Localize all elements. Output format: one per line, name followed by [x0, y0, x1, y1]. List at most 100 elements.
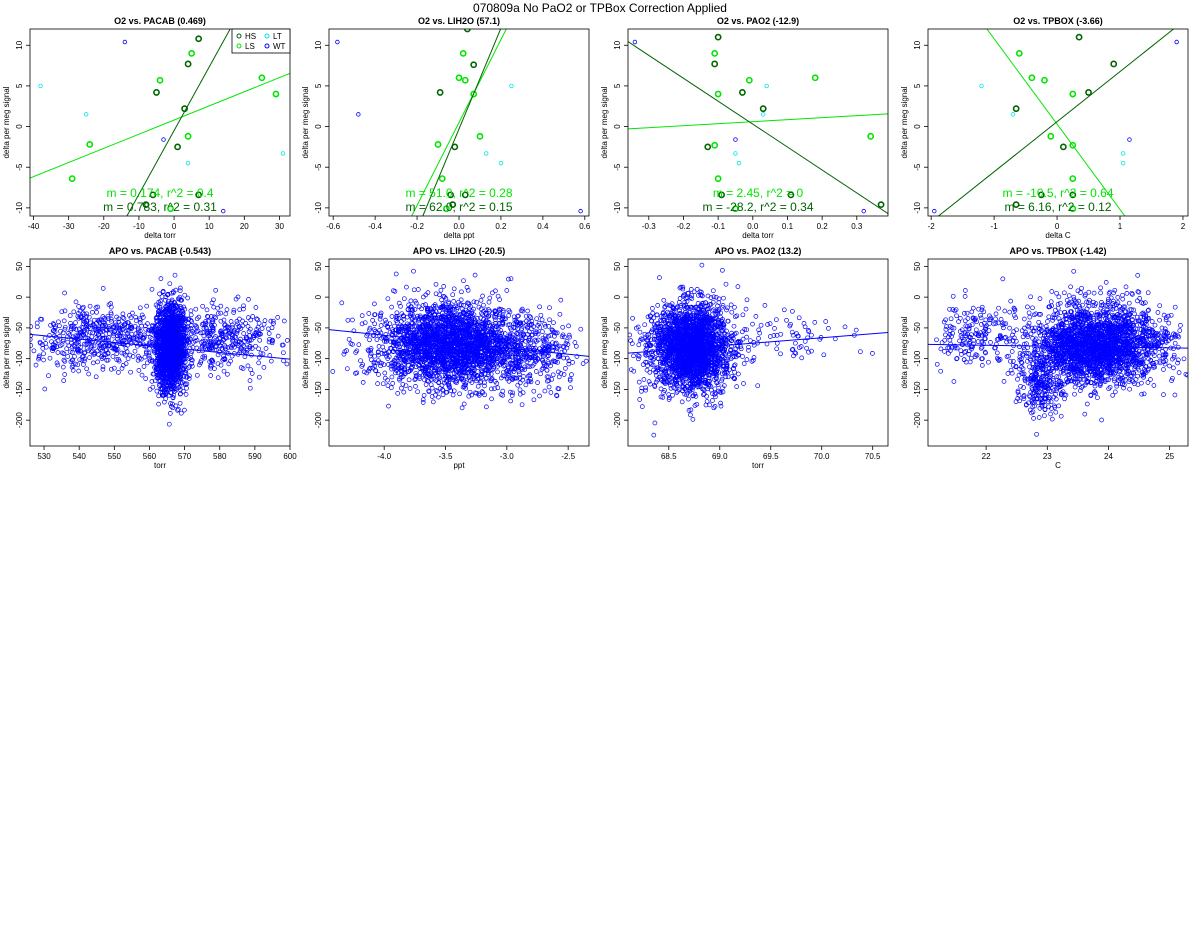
data-point — [181, 304, 187, 310]
data-point — [442, 334, 448, 340]
data-point — [526, 336, 532, 342]
data-point — [426, 388, 432, 394]
data-point — [211, 341, 217, 347]
data-point — [436, 89, 444, 96]
data-point — [408, 311, 414, 317]
data-point — [403, 383, 409, 389]
data-point — [157, 310, 163, 316]
data-point — [427, 306, 433, 311]
data-point — [356, 112, 361, 117]
data-point — [428, 374, 434, 379]
data-point — [80, 310, 86, 316]
data-point — [71, 309, 77, 315]
data-point — [100, 286, 106, 291]
data-point — [189, 361, 195, 366]
data-point — [367, 327, 372, 333]
data-point — [165, 291, 171, 297]
y-tick-label: -150 — [15, 381, 24, 398]
data-point — [149, 286, 155, 292]
data-point — [482, 362, 488, 367]
data-point — [266, 331, 272, 336]
data-point — [392, 347, 398, 352]
data-point — [157, 362, 163, 368]
data-point — [439, 328, 444, 333]
data-point — [62, 326, 68, 332]
y-axis-label: delta per meg signal — [900, 86, 909, 158]
data-point — [211, 314, 217, 320]
y-tick-label: 0 — [613, 124, 622, 129]
data-point — [464, 363, 469, 369]
data-point — [507, 322, 512, 327]
data-point — [566, 323, 571, 329]
data-point — [378, 363, 383, 369]
data-point — [422, 354, 427, 360]
data-point — [483, 376, 489, 381]
data-point — [396, 360, 402, 366]
data-point — [244, 350, 250, 355]
data-point — [185, 320, 191, 326]
data-point — [469, 370, 475, 376]
data-point — [76, 349, 81, 355]
data-point — [42, 335, 48, 341]
data-point — [188, 308, 194, 314]
data-point — [383, 332, 389, 337]
data-point — [431, 303, 436, 309]
data-point — [229, 353, 235, 359]
data-point — [182, 382, 188, 388]
data-point — [70, 357, 76, 363]
data-point — [492, 386, 497, 391]
data-point — [116, 319, 122, 325]
data-point — [378, 310, 384, 316]
data-point — [144, 360, 150, 366]
legend-marker — [264, 43, 270, 49]
data-point — [166, 421, 172, 427]
data-point — [62, 372, 68, 377]
data-point — [149, 191, 157, 199]
data-point — [761, 112, 766, 117]
data-point — [210, 325, 216, 331]
data-point — [438, 287, 444, 293]
data-point — [373, 368, 379, 374]
data-point — [82, 349, 88, 355]
data-point — [429, 385, 435, 391]
data-point — [150, 322, 155, 328]
data-point — [452, 319, 458, 325]
data-point — [461, 191, 469, 199]
data-point — [383, 317, 388, 323]
data-point — [55, 362, 61, 368]
data-point — [180, 380, 185, 385]
data-point — [464, 321, 470, 327]
data-point — [152, 347, 158, 353]
data-point — [413, 370, 419, 376]
data-point — [426, 362, 432, 367]
data-point — [84, 346, 90, 352]
data-point — [167, 281, 173, 287]
data-point — [416, 304, 422, 310]
data-point — [62, 290, 67, 296]
data-point — [164, 292, 170, 298]
x-tick-label: 0.2 — [495, 222, 507, 231]
data-point — [371, 333, 377, 338]
panel-title: O2 vs. LIH2O (57.1) — [418, 16, 500, 26]
data-point — [517, 371, 522, 377]
data-point — [177, 400, 183, 406]
data-point — [56, 319, 61, 325]
data-point — [121, 316, 127, 321]
data-point — [256, 346, 261, 352]
data-point — [375, 350, 381, 355]
data-point — [450, 315, 456, 321]
y-tick-label: -200 — [15, 412, 24, 429]
data-point — [170, 382, 176, 388]
data-point — [69, 340, 74, 346]
data-point — [100, 364, 106, 370]
data-point — [218, 310, 224, 316]
data-point — [75, 362, 81, 368]
data-point — [246, 297, 251, 302]
y-tick-label: 5 — [314, 83, 323, 88]
data-point — [489, 360, 495, 366]
x-tick-label: 0.0 — [747, 222, 759, 231]
data-point — [482, 371, 488, 377]
data-point — [58, 328, 63, 334]
data-point — [402, 334, 408, 339]
data-point — [108, 366, 114, 372]
